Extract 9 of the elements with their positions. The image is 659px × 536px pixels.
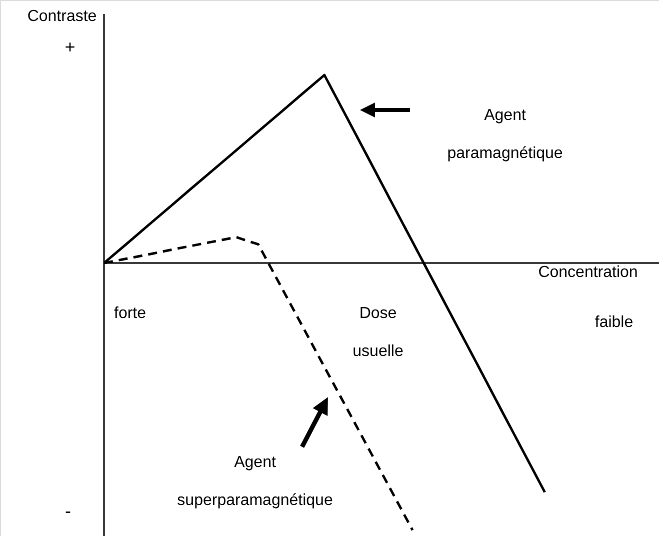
y-axis-title: Contraste: [27, 8, 97, 25]
x-axis-title: Concentration: [538, 264, 638, 281]
annotation: forte: [114, 305, 146, 322]
text: +: [64, 37, 76, 57]
annotation: faible: [594, 314, 634, 331]
text: Agent superparamagnétique: [177, 454, 333, 509]
text: Dose usuelle: [352, 305, 404, 360]
text: -: [65, 501, 71, 521]
text: Agent paramagnétique: [447, 107, 563, 162]
